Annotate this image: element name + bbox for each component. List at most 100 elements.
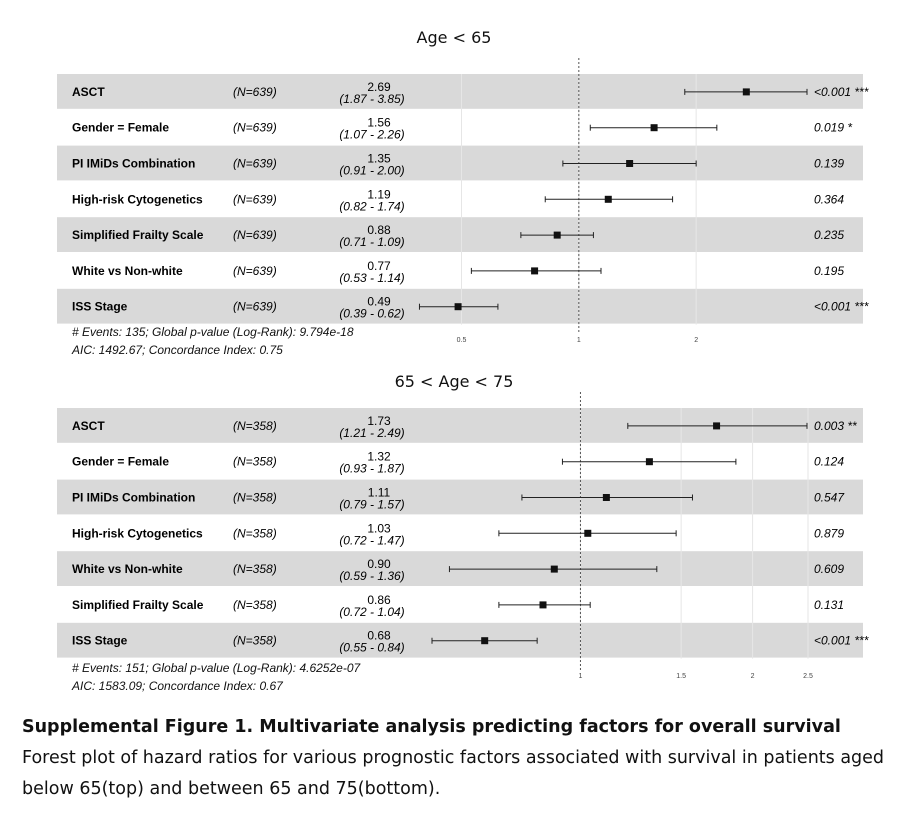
sample-size-label: (N=358) — [233, 634, 277, 648]
axis-tick-label: 1.5 — [676, 673, 686, 680]
row-background — [57, 109, 863, 145]
footer-aic-line: AIC: 1492.67; Concordance Index: 0.75 — [72, 343, 283, 357]
row-background — [57, 408, 863, 443]
sample-size-label: (N=639) — [233, 85, 277, 99]
p-value-label: 0.879 — [814, 526, 844, 540]
axis-tick-label: 1 — [579, 673, 583, 680]
hazard-ratio-point — [584, 529, 592, 537]
hazard-ratio-point — [454, 303, 462, 311]
panel-title-age-65-to-75: 65 < Age < 75 — [394, 372, 514, 391]
panel-footer-age-65-to-75: # Events: 151; Global p-value (Log-Rank)… — [72, 659, 360, 695]
hazard-ratio-point — [531, 267, 539, 275]
p-value-label: <0.001 *** — [814, 85, 869, 99]
variable-label: High-risk Cytogenetics — [72, 192, 203, 206]
confidence-interval-label: (0.39 - 0.62) — [339, 307, 404, 321]
p-value-label: 0.364 — [814, 192, 844, 206]
hazard-ratio-point — [713, 422, 721, 430]
confidence-interval-label: (1.07 - 2.26) — [339, 128, 404, 142]
hazard-ratio-point — [604, 195, 612, 203]
variable-label: Gender = Female — [72, 455, 169, 469]
footer-events-line: # Events: 151; Global p-value (Log-Rank)… — [72, 661, 361, 675]
row-background — [57, 217, 863, 252]
confidence-interval-label: (0.91 - 2.00) — [339, 164, 404, 178]
sample-size-label: (N=639) — [233, 264, 277, 278]
row-background — [57, 181, 863, 217]
p-value-label: 0.609 — [814, 562, 844, 576]
axis-tick-label: 2 — [694, 337, 698, 344]
variable-label: High-risk Cytogenetics — [72, 526, 203, 540]
confidence-interval-label: (0.93 - 1.87) — [339, 462, 404, 476]
p-value-label: 0.195 — [814, 264, 844, 278]
confidence-interval-label: (0.53 - 1.14) — [339, 271, 404, 285]
caption-title: Supplemental Figure 1. Multivariate anal… — [22, 717, 841, 737]
hazard-ratio-label: 0.88 — [367, 223, 391, 237]
confidence-interval-label: (0.82 - 1.74) — [339, 199, 404, 213]
sample-size-label: (N=639) — [233, 121, 277, 135]
figure-caption: Supplemental Figure 1. Multivariate anal… — [22, 712, 892, 805]
forest-plot-age-under-65: ASCT (N=639) 2.69(1.87 - 3.85) <0.001 *** Ge… — [57, 58, 869, 344]
confidence-interval-label: (0.72 - 1.04) — [339, 605, 404, 619]
sample-size-label: (N=358) — [233, 455, 277, 469]
p-value-label: <0.001 *** — [814, 634, 869, 648]
axis-tick-label: 2.5 — [803, 673, 813, 680]
hazard-ratio-point — [645, 458, 653, 466]
p-value-label: 0.547 — [814, 491, 845, 505]
hazard-ratio-point — [626, 160, 634, 167]
hazard-ratio-label: 1.35 — [367, 152, 391, 166]
hazard-ratio-point — [553, 231, 561, 239]
sample-size-label: (N=358) — [233, 419, 277, 433]
sample-size-label: (N=358) — [233, 562, 277, 576]
p-value-label: 0.124 — [814, 455, 844, 469]
hazard-ratio-point — [481, 637, 489, 645]
p-value-label: 0.139 — [814, 157, 844, 171]
hazard-ratio-point — [602, 494, 610, 501]
hazard-ratio-label: 1.03 — [367, 521, 391, 535]
variable-label: White vs Non-white — [72, 264, 183, 278]
hazard-ratio-label: 1.73 — [367, 414, 391, 428]
hazard-ratio-label: 1.56 — [367, 116, 391, 130]
variable-label: ISS Stage — [72, 300, 128, 314]
variable-label: Simplified Frailty Scale — [72, 598, 204, 612]
row-background — [57, 479, 863, 515]
sample-size-label: (N=358) — [233, 526, 277, 540]
row-background — [57, 551, 863, 586]
row-background — [57, 145, 863, 181]
hazard-ratio-label: 0.49 — [367, 295, 391, 309]
variable-label: Gender = Female — [72, 121, 169, 135]
axis-tick-label: 2 — [751, 673, 755, 680]
p-value-label: 0.003 ** — [814, 419, 857, 433]
variable-label: ISS Stage — [72, 634, 128, 648]
confidence-interval-label: (1.21 - 2.49) — [339, 426, 404, 440]
variable-label: PI IMiDs Combination — [72, 491, 195, 505]
sample-size-label: (N=639) — [233, 300, 277, 314]
hazard-ratio-label: 2.69 — [367, 80, 391, 94]
variable-label: ASCT — [72, 85, 105, 99]
panel-footer-age-under-65: # Events: 135; Global p-value (Log-Rank)… — [72, 323, 354, 359]
p-value-label: 0.019 * — [814, 121, 852, 135]
confidence-interval-label: (1.87 - 3.85) — [339, 92, 404, 106]
hazard-ratio-label: 0.86 — [367, 593, 391, 607]
sample-size-label: (N=358) — [233, 598, 277, 612]
confidence-interval-label: (0.79 - 1.57) — [339, 498, 404, 512]
p-value-label: 0.235 — [814, 228, 844, 242]
sample-size-label: (N=358) — [233, 491, 277, 505]
footer-aic-line: AIC: 1583.09; Concordance Index: 0.67 — [72, 679, 283, 693]
row-background — [57, 587, 863, 622]
row-background — [57, 622, 863, 658]
confidence-interval-label: (0.72 - 1.47) — [339, 533, 404, 547]
p-value-label: <0.001 *** — [814, 300, 869, 314]
variable-label: White vs Non-white — [72, 562, 183, 576]
sample-size-label: (N=639) — [233, 157, 277, 171]
hazard-ratio-label: 1.19 — [367, 187, 391, 201]
row-background — [57, 253, 863, 288]
hazard-ratio-label: 0.77 — [367, 259, 391, 273]
row-background — [57, 443, 863, 479]
variable-label: ASCT — [72, 419, 105, 433]
axis-tick-label: 0.5 — [457, 337, 467, 344]
row-background — [57, 515, 863, 551]
hazard-ratio-point — [742, 88, 750, 96]
axis-tick-label: 1 — [577, 337, 581, 344]
confidence-interval-label: (0.71 - 1.09) — [339, 235, 404, 249]
p-value-label: 0.131 — [814, 598, 844, 612]
hazard-ratio-label: 0.68 — [367, 629, 391, 643]
